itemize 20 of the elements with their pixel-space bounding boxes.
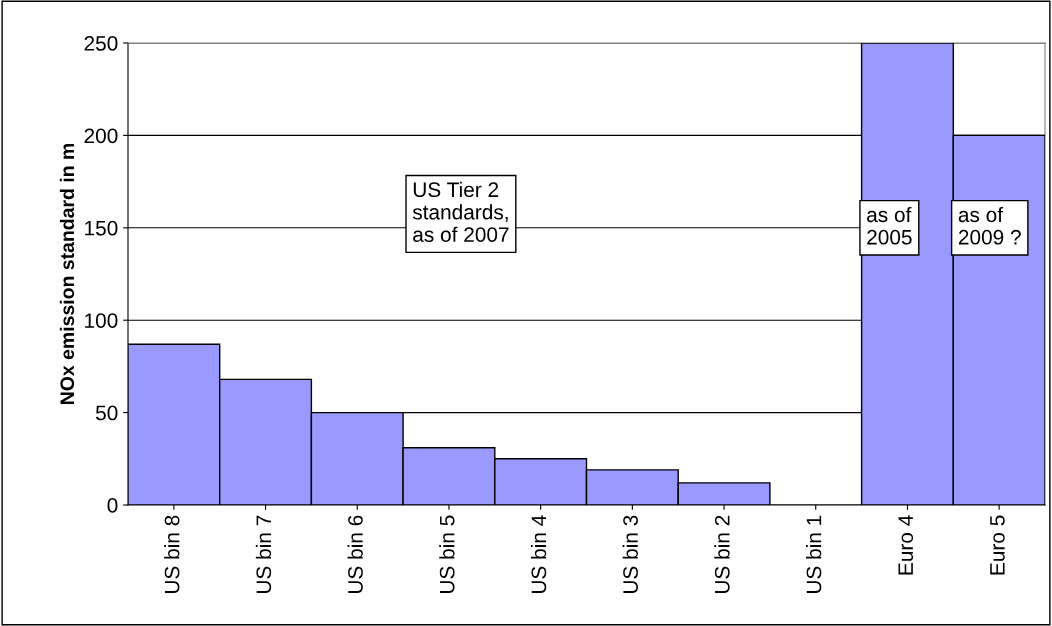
y-axis-title: NOx emission standard in m (59, 143, 75, 404)
x-tick-label: US bin 2 (714, 515, 730, 594)
y-tick-label: 200 (84, 128, 118, 144)
x-tick-label: Euro 5 (990, 515, 1005, 575)
annotation: as of 2005 (867, 206, 912, 245)
x-tick-label: US bin 3 (622, 515, 638, 594)
x-tick-label: US bin 7 (255, 515, 272, 594)
x-tick-label: US bin 1 (806, 515, 822, 594)
x-tick-label: US bin 6 (347, 515, 363, 594)
x-tick-label: Euro 4 (898, 515, 914, 575)
x-tick-label: US bin 4 (530, 515, 547, 594)
y-tick-label: 0 (107, 498, 118, 513)
y-tick-label: 50 (95, 405, 118, 421)
y-tick-label: 150 (85, 220, 118, 236)
annotation: US Tier 2 standards, as of 2007 (412, 181, 509, 242)
y-tick-label: 100 (85, 313, 118, 328)
annotation: as of 2009 ? (958, 206, 1021, 245)
y-tick-label: 250 (84, 36, 118, 51)
x-tick-label: US bin 8 (164, 515, 180, 594)
x-tick-label: US bin 5 (439, 515, 455, 594)
